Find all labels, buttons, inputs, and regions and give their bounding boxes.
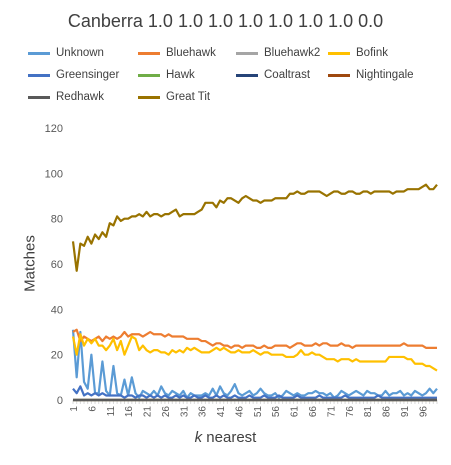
x-tick-label: 66 xyxy=(308,406,319,418)
x-tick-label: 6 xyxy=(87,406,98,412)
legend-item: Bofink xyxy=(328,47,388,59)
legend-swatch xyxy=(236,73,258,77)
y-tick-label: 120 xyxy=(45,123,63,135)
legend-label: Unknown xyxy=(56,47,104,59)
x-tick-label: 71 xyxy=(326,406,337,418)
x-tick-label: 26 xyxy=(161,406,172,418)
legend-label: Hawk xyxy=(166,69,195,81)
legend-swatch xyxy=(28,95,50,99)
legend-swatch xyxy=(328,51,350,55)
legend-item: Hawk xyxy=(138,69,195,81)
x-tick-label: 46 xyxy=(234,406,245,418)
legend-item: Great Tit xyxy=(138,91,210,103)
y-tick-label: 80 xyxy=(51,214,63,226)
x-tick-label: 81 xyxy=(363,406,374,418)
y-tick-label: 60 xyxy=(51,259,63,271)
x-tick-label: 96 xyxy=(418,406,429,418)
x-tick-label: 56 xyxy=(271,406,282,418)
legend-label: Nightingale xyxy=(356,69,414,81)
x-axis-label-k: k xyxy=(194,429,203,446)
series-line-greensinger xyxy=(72,385,437,399)
legend-swatch xyxy=(28,73,50,77)
series-line-bofink xyxy=(71,333,438,372)
legend-swatch xyxy=(138,73,160,77)
x-tick-label: 41 xyxy=(216,406,227,418)
x-tick-label: 31 xyxy=(179,406,190,418)
x-tick-label: 91 xyxy=(400,406,411,418)
x-tick-label: 16 xyxy=(124,406,135,418)
legend-swatch xyxy=(328,73,350,77)
x-tick-label: 61 xyxy=(290,406,301,418)
legend-label: Coaltrast xyxy=(264,69,311,81)
legend-item: Redhawk xyxy=(28,91,104,103)
legend-item: Bluehawk2 xyxy=(236,47,320,59)
x-tick-label: 86 xyxy=(382,406,393,418)
y-tick-label: 0 xyxy=(57,395,63,407)
y-tick-label: 40 xyxy=(51,304,63,316)
x-tick-label: 51 xyxy=(253,406,264,418)
x-tick-label: 36 xyxy=(198,406,209,418)
legend-label: Bofink xyxy=(356,47,388,59)
legend-item: Unknown xyxy=(28,47,104,59)
legend-label: Great Tit xyxy=(166,91,211,103)
series-line-bluehawk xyxy=(72,328,437,349)
series-line-unknown xyxy=(71,329,438,399)
legend-item: Bluehawk xyxy=(138,47,216,59)
legend-swatch xyxy=(28,51,50,55)
y-tick-label: 100 xyxy=(45,168,63,180)
legend-swatch xyxy=(236,51,258,55)
legend-item: Nightingale xyxy=(328,69,414,81)
x-axis-label-rest: nearest xyxy=(202,429,257,446)
chart-title: Canberra 1.0 1.0 1.0 1.0 1.0 1.0 1.0 0.0 xyxy=(67,11,384,31)
legend-item: Greensinger xyxy=(28,69,119,81)
legend-label: Bluehawk2 xyxy=(264,47,321,59)
legend-label: Greensinger xyxy=(56,69,120,81)
y-tick-label: 20 xyxy=(51,350,63,362)
legend-item: Coaltrast xyxy=(236,69,310,81)
series-line-great-tit xyxy=(71,183,438,272)
x-tick-label: 76 xyxy=(345,406,356,418)
x-tick-label: 21 xyxy=(143,406,154,418)
x-tick-label: 1 xyxy=(69,406,80,412)
x-tick-label: 11 xyxy=(106,406,117,417)
legend-swatch xyxy=(138,51,160,55)
x-axis-label: k nearest xyxy=(0,429,451,446)
legend-label: Bluehawk xyxy=(166,47,216,59)
legend-label: Redhawk xyxy=(56,91,104,103)
legend-swatch xyxy=(138,95,160,99)
